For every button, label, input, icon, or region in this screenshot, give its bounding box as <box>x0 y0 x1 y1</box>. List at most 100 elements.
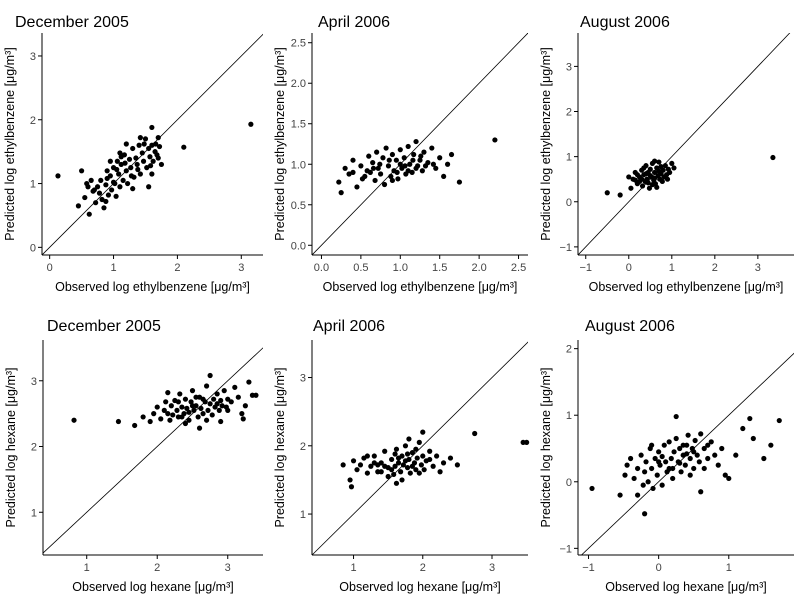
data-point <box>427 448 433 454</box>
data-point <box>398 469 404 475</box>
data-point <box>195 414 201 420</box>
data-point <box>402 443 409 449</box>
data-point <box>422 163 429 169</box>
data-point <box>382 448 388 454</box>
data-point <box>200 396 206 402</box>
data-point <box>88 177 94 183</box>
data-point <box>193 394 199 400</box>
data-point <box>589 485 595 492</box>
data-point <box>104 168 110 174</box>
data-point <box>429 145 435 151</box>
data-point <box>654 184 660 190</box>
y-tick-label: 2 <box>566 107 572 119</box>
y-axis-label: Predicted log ethylbenzene [μg/m³] <box>273 47 287 240</box>
data-point <box>680 442 686 448</box>
y-tick-label: 2 <box>300 441 306 453</box>
data-point <box>140 414 146 420</box>
data-point <box>634 172 640 178</box>
data-point <box>649 442 655 448</box>
data-point <box>419 168 425 174</box>
x-axis-label: Observed log hexane [μg/m³] <box>605 580 766 594</box>
data-point <box>221 388 227 394</box>
data-point <box>82 194 88 201</box>
data-point <box>124 180 131 187</box>
data-point <box>430 463 436 469</box>
data-point <box>405 168 411 174</box>
data-point <box>667 169 673 176</box>
data-point <box>253 392 259 398</box>
data-point <box>191 407 197 413</box>
data-point <box>218 418 224 425</box>
data-point <box>421 149 427 155</box>
data-point <box>659 453 665 460</box>
data-point <box>377 171 384 177</box>
data-point <box>632 177 638 183</box>
data-point <box>701 465 707 472</box>
data-point <box>218 397 224 404</box>
x-tick-label: −1 <box>579 262 592 274</box>
data-point <box>122 160 128 166</box>
data-point <box>135 166 141 173</box>
data-point <box>392 451 398 457</box>
y-axis-label: Predicted log ethylbenzene [μg/m³] <box>3 47 17 240</box>
data-point <box>685 432 691 438</box>
data-point <box>712 452 718 458</box>
data-point <box>447 455 454 461</box>
y-axis-label: Predicted log hexane [μg/m³] <box>4 367 18 527</box>
identity-line <box>312 33 528 255</box>
data-point <box>184 405 190 411</box>
scatter-panel-6: −1 0 1 −1 0 1 2 August 2006 Observed log hexane … <box>539 318 794 594</box>
data-point <box>177 391 183 397</box>
y-tick-label: 1 <box>300 509 306 521</box>
y-tick-label: 2.5 <box>291 38 306 50</box>
data-point <box>385 163 392 169</box>
data-point <box>666 439 672 445</box>
data-point <box>651 175 658 181</box>
data-point <box>189 388 196 394</box>
data-point <box>207 401 213 407</box>
x-tick-label: 1 <box>726 562 732 574</box>
data-point <box>705 455 711 462</box>
data-point <box>150 158 156 164</box>
data-point <box>99 196 105 203</box>
data-point <box>139 150 145 156</box>
y-tick-label: 0.5 <box>291 200 306 212</box>
data-point <box>128 165 134 171</box>
data-point <box>378 469 384 475</box>
data-point <box>418 462 424 468</box>
data-point <box>134 161 140 168</box>
data-point <box>123 141 129 147</box>
data-point <box>642 469 648 475</box>
data-point <box>86 211 92 217</box>
data-point <box>617 492 623 498</box>
data-point <box>103 198 109 205</box>
x-tick-label: 3 <box>225 562 231 574</box>
data-point <box>155 155 161 161</box>
data-point <box>240 416 246 422</box>
data-point <box>158 161 165 168</box>
data-point <box>151 411 157 417</box>
data-point <box>165 411 171 417</box>
data-point <box>448 151 455 158</box>
data-point <box>722 472 728 478</box>
data-point <box>389 456 395 463</box>
data-point <box>146 145 152 152</box>
data-point <box>430 161 437 167</box>
data-point <box>85 184 91 190</box>
data-point <box>168 403 174 409</box>
data-point <box>123 168 129 174</box>
data-point <box>397 161 403 167</box>
data-point <box>652 455 658 462</box>
data-point <box>437 469 443 475</box>
data-point <box>377 161 383 167</box>
x-tick-label: 2 <box>154 562 160 574</box>
scatter-panel-5: 1 2 3 1 2 3 April 2006 Observed log hexane [μg/… <box>273 318 530 594</box>
y-tick-label: 3 <box>300 373 306 385</box>
data-point <box>358 163 364 169</box>
data-point <box>678 469 684 475</box>
data-point <box>421 467 427 473</box>
x-tick-label: 3 <box>238 262 244 274</box>
identity-line <box>43 347 263 554</box>
data-point <box>400 462 406 468</box>
